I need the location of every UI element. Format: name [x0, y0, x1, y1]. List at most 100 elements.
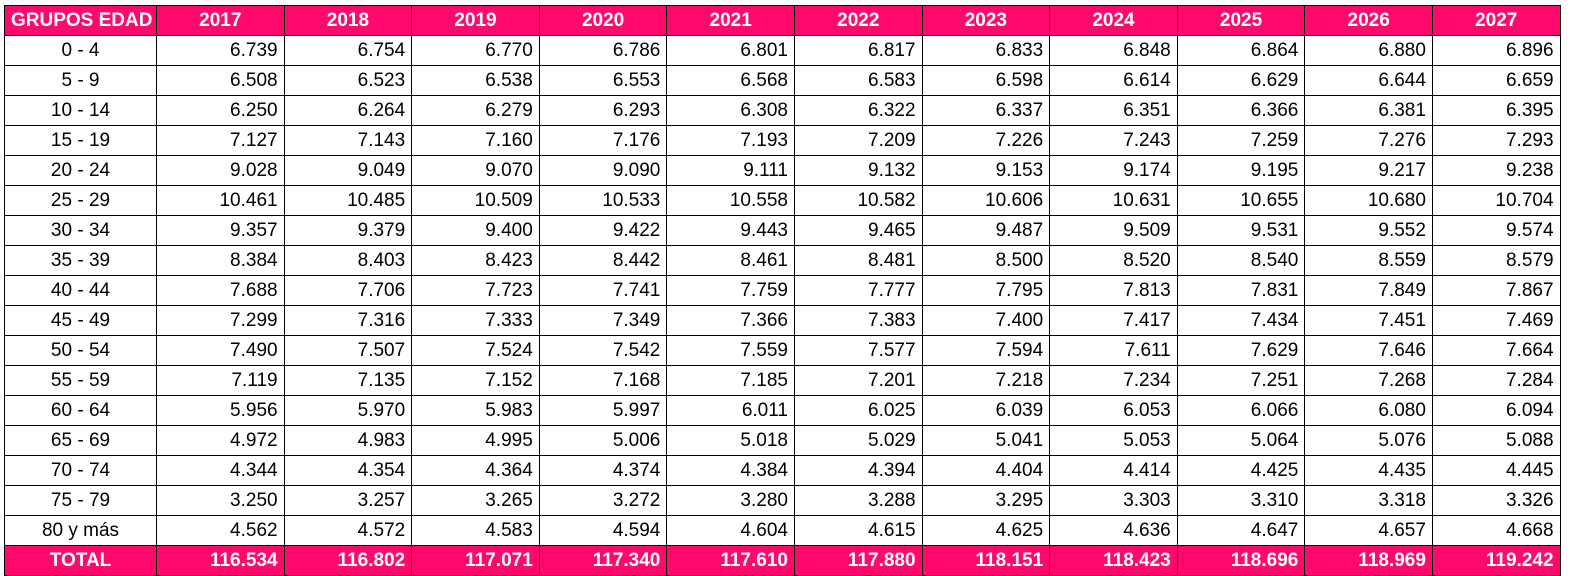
value-cell: 3.272 — [538, 485, 668, 516]
value-cell: 7.119 — [156, 365, 285, 396]
table-row: 30 - 34 9.357 9.379 9.400 9.422 9.443 9.465 9.4… — [4, 215, 1561, 246]
value-cell: 4.354 — [283, 455, 413, 486]
value-cell: 7.366 — [666, 305, 795, 336]
value-cell: 9.217 — [1304, 155, 1433, 186]
value-cell: 3.326 — [1431, 485, 1561, 516]
value-cell: 5.018 — [666, 425, 795, 456]
value-cell: 9.509 — [1049, 215, 1178, 246]
value-cell: 9.552 — [1304, 215, 1433, 246]
value-cell: 9.028 — [156, 155, 285, 186]
table-row: 15 - 19 7.127 7.143 7.160 7.176 7.193 7.209 7.2… — [4, 125, 1561, 156]
value-cell: 4.657 — [1304, 515, 1433, 546]
value-cell: 7.524 — [411, 335, 540, 366]
value-cell: 4.572 — [283, 515, 413, 546]
total-row: TOTAL 116.534 116.802 117.071 117.340 117.610… — [4, 545, 1561, 576]
age-group-cell: 40 - 44 — [4, 275, 157, 306]
total-label: TOTAL — [4, 545, 157, 576]
value-cell: 6.629 — [1176, 65, 1306, 96]
value-cell: 7.469 — [1431, 305, 1561, 336]
value-cell: 9.195 — [1176, 155, 1306, 186]
value-cell: 4.344 — [156, 455, 285, 486]
value-cell: 4.594 — [538, 515, 668, 546]
value-cell: 7.127 — [156, 125, 285, 156]
value-cell: 6.366 — [1176, 95, 1306, 126]
value-cell: 6.279 — [411, 95, 540, 126]
value-cell: 6.614 — [1049, 65, 1178, 96]
value-cell: 6.739 — [156, 35, 285, 66]
value-cell: 7.629 — [1176, 335, 1306, 366]
value-cell: 5.970 — [283, 395, 413, 426]
value-cell: 7.201 — [793, 365, 923, 396]
value-cell: 4.995 — [411, 425, 540, 456]
age-group-cell: 20 - 24 — [4, 155, 157, 186]
value-cell: 8.579 — [1431, 245, 1561, 276]
value-cell: 8.481 — [793, 245, 923, 276]
value-cell: 7.185 — [666, 365, 795, 396]
header-year: 2017 — [156, 5, 285, 36]
total-value-cell: 116.802 — [283, 545, 413, 576]
value-cell: 6.786 — [538, 35, 668, 66]
value-cell: 7.559 — [666, 335, 795, 366]
value-cell: 9.111 — [666, 155, 795, 186]
age-group-cell: 10 - 14 — [4, 95, 157, 126]
value-cell: 3.288 — [793, 485, 923, 516]
value-cell: 10.704 — [1431, 185, 1561, 216]
value-cell: 9.400 — [411, 215, 540, 246]
value-cell: 7.490 — [156, 335, 285, 366]
value-cell: 10.461 — [156, 185, 285, 216]
value-cell: 7.251 — [1176, 365, 1306, 396]
table-row: 45 - 49 7.299 7.316 7.333 7.349 7.366 7.383 7.4… — [4, 305, 1561, 336]
value-cell: 7.218 — [921, 365, 1051, 396]
header-year: 2024 — [1049, 5, 1178, 36]
table-row: 20 - 24 9.028 9.049 9.070 9.090 9.111 9.132 9.1… — [4, 155, 1561, 186]
value-cell: 6.308 — [666, 95, 795, 126]
value-cell: 4.445 — [1431, 455, 1561, 486]
age-group-cell: 30 - 34 — [4, 215, 157, 246]
value-cell: 4.374 — [538, 455, 668, 486]
value-cell: 8.461 — [666, 245, 795, 276]
value-cell: 7.143 — [283, 125, 413, 156]
header-age-groups: GRUPOS EDAD — [4, 5, 157, 36]
value-cell: 7.611 — [1049, 335, 1178, 366]
value-cell: 5.064 — [1176, 425, 1306, 456]
value-cell: 10.533 — [538, 185, 668, 216]
value-cell: 4.414 — [1049, 455, 1178, 486]
value-cell: 3.257 — [283, 485, 413, 516]
value-cell: 7.451 — [1304, 305, 1433, 336]
value-cell: 4.615 — [793, 515, 923, 546]
value-cell: 5.956 — [156, 395, 285, 426]
value-cell: 7.795 — [921, 275, 1051, 306]
value-cell: 4.583 — [411, 515, 540, 546]
value-cell: 9.090 — [538, 155, 668, 186]
value-cell: 3.295 — [921, 485, 1051, 516]
value-cell: 6.293 — [538, 95, 668, 126]
value-cell: 10.680 — [1304, 185, 1433, 216]
value-cell: 7.226 — [921, 125, 1051, 156]
table-row: 50 - 54 7.490 7.507 7.524 7.542 7.559 7.577 7.5… — [4, 335, 1561, 366]
value-cell: 9.174 — [1049, 155, 1178, 186]
table-row: 25 - 29 10.461 10.485 10.509 10.533 10.558 10.… — [4, 185, 1561, 216]
value-cell: 7.646 — [1304, 335, 1433, 366]
value-cell: 6.833 — [921, 35, 1051, 66]
value-cell: 7.723 — [411, 275, 540, 306]
value-cell: 5.041 — [921, 425, 1051, 456]
population-table: GRUPOS EDAD 2017 2018 2019 2020 2021 2022 2023 2… — [4, 5, 1561, 576]
value-cell: 4.364 — [411, 455, 540, 486]
value-cell: 7.400 — [921, 305, 1051, 336]
value-cell: 4.435 — [1304, 455, 1433, 486]
value-cell: 8.403 — [283, 245, 413, 276]
table-row: 5 - 9 6.508 6.523 6.538 6.553 6.568 6.583 6.598… — [4, 65, 1561, 96]
age-group-cell: 50 - 54 — [4, 335, 157, 366]
value-cell: 6.801 — [666, 35, 795, 66]
value-cell: 9.379 — [283, 215, 413, 246]
value-cell: 5.076 — [1304, 425, 1433, 456]
value-cell: 6.395 — [1431, 95, 1561, 126]
value-cell: 6.848 — [1049, 35, 1178, 66]
value-cell: 7.507 — [283, 335, 413, 366]
value-cell: 7.259 — [1176, 125, 1306, 156]
value-cell: 7.849 — [1304, 275, 1433, 306]
value-cell: 4.625 — [921, 515, 1051, 546]
value-cell: 7.706 — [283, 275, 413, 306]
value-cell: 7.688 — [156, 275, 285, 306]
header-year: 2027 — [1431, 5, 1561, 36]
